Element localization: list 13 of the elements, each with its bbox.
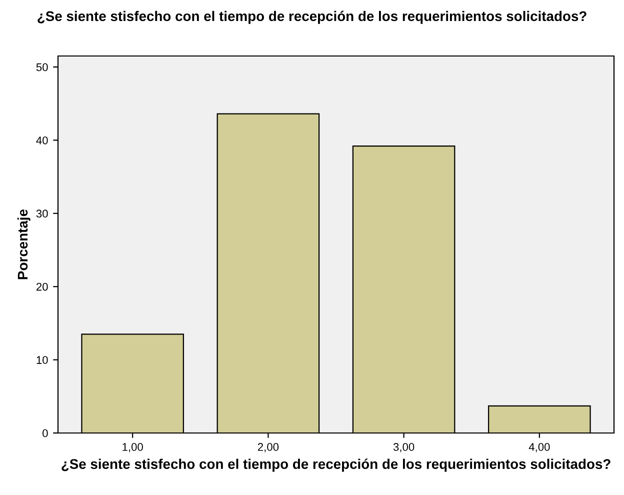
- x-tick-label: 4,00: [528, 443, 550, 452]
- y-axis-title: Porcentaje: [17, 209, 30, 280]
- y-tick-label: 30: [36, 210, 48, 218]
- y-tick-label: 40: [36, 136, 48, 144]
- x-axis-title: ¿Se siente stisfecho con el tiempo de recepción de los requerimientos solicitados?: [62, 458, 610, 472]
- y-tick-label: 0: [42, 429, 48, 438]
- x-tick-label: 1,00: [122, 443, 143, 452]
- x-tick-label: 2,00: [258, 443, 279, 452]
- y-tick-label: 20: [36, 282, 48, 291]
- y-tick-label: 10: [36, 356, 48, 364]
- x-tick-label: 3,00: [393, 443, 414, 452]
- chart-title: ¿Se siente stisfecho con el tiempo de recepción de los requerimientos solicitados?: [38, 10, 586, 24]
- y-tick-label: 50: [36, 63, 48, 72]
